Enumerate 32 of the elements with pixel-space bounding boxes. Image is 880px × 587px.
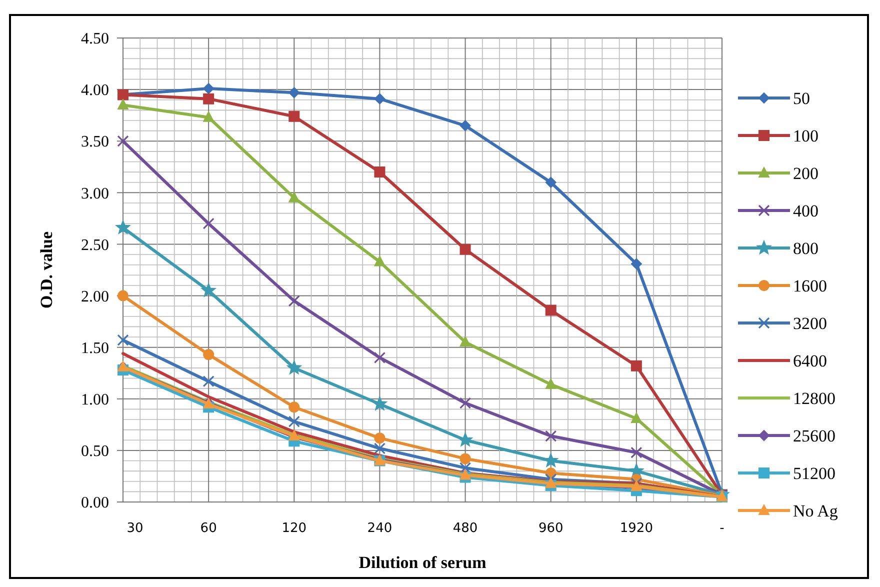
y-tick-label: 4.50: [81, 30, 109, 48]
legend-label: 25600: [793, 426, 836, 446]
x-tick-label: 60: [200, 521, 217, 536]
legend-label: 50: [793, 89, 810, 108]
x-tick-label: 960: [538, 521, 564, 536]
y-tick-label: 0.00: [81, 494, 109, 512]
y-tick-label: 3.00: [81, 185, 109, 202]
legend-label: 400: [793, 202, 818, 220]
y-tick-label: 1.00: [81, 391, 109, 408]
x-tick-label: 120: [282, 521, 307, 536]
legend-label: 6400: [793, 352, 827, 370]
legend-label: 3200: [793, 314, 827, 333]
y-tick-label: 2.50: [81, 236, 109, 254]
y-axis-title: O.D. value: [37, 231, 56, 308]
legend-label: 800: [793, 239, 818, 258]
y-tick-label: 0.50: [81, 443, 109, 460]
legend-label: 12800: [793, 389, 836, 408]
legend-label: 200: [793, 164, 818, 183]
x-tick-label: 30: [126, 521, 144, 536]
legend-label: No Ag: [793, 502, 838, 520]
x-axis-title: Dilution of serum: [358, 553, 486, 572]
legend-label: 51200: [793, 464, 836, 483]
y-tick-label: 3.50: [81, 134, 109, 151]
x-tick-label: 480: [452, 521, 478, 536]
y-tick-label: 4.00: [81, 82, 109, 100]
x-tick-label: -: [720, 521, 725, 536]
y-tick-label: 2.00: [81, 288, 109, 306]
legend-label: 1600: [793, 276, 827, 296]
legend-label: 100: [793, 126, 818, 146]
x-tick-label: 1920: [620, 521, 653, 536]
y-tick-label: 1.50: [81, 340, 109, 357]
x-tick-label: 240: [367, 521, 392, 536]
